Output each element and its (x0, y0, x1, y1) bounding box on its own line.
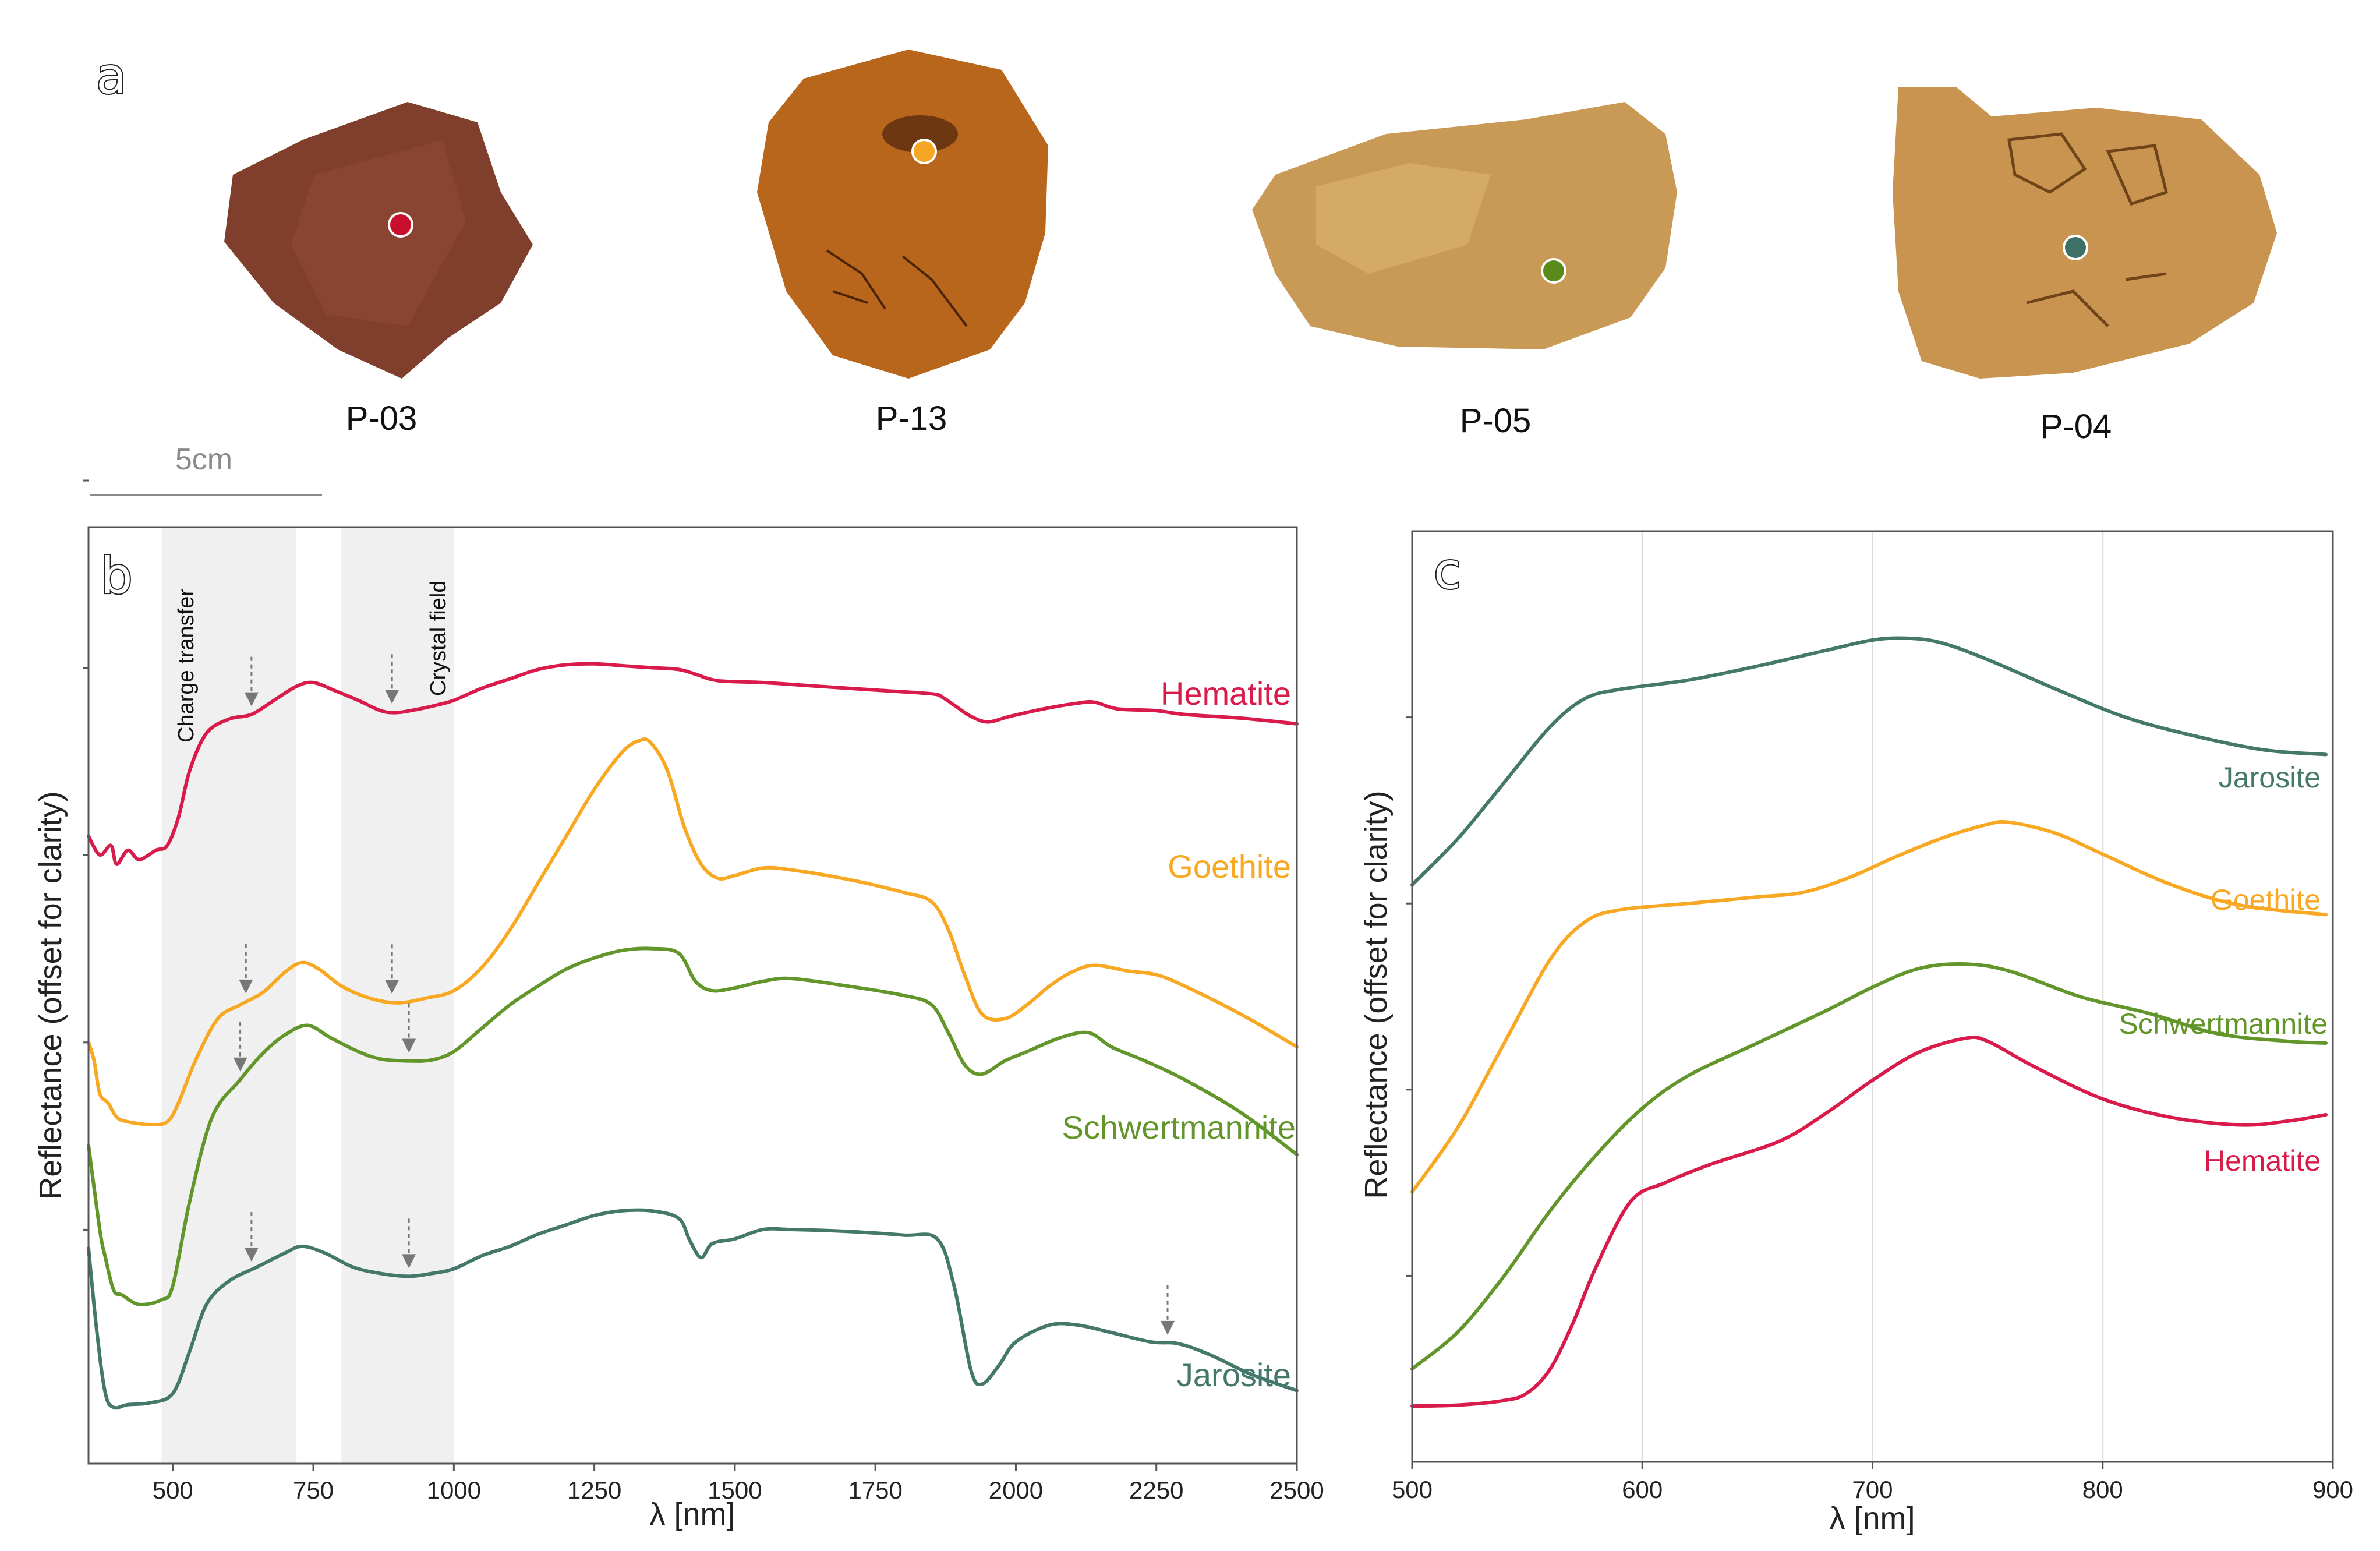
chart-c-xtick-label: 500 (1392, 1476, 1433, 1503)
chart-b-label-goethite: Goethite (1168, 848, 1291, 885)
chart-c-frame (1411, 530, 2334, 1463)
chart-b-arrowhead-hematite (244, 692, 259, 706)
chart-b-arrowhead-schwertmannite (233, 1057, 247, 1072)
chart-b-arrowhead-jarosite (244, 1248, 259, 1262)
chart-b-arrowhead-schwertmannite (402, 1038, 416, 1053)
scale-bar-label: 5cm (175, 443, 232, 476)
panel-c-letter: c (1434, 542, 1461, 600)
sample-p04-marker (2063, 235, 2088, 260)
chart-c-xtick-label: 900 (2312, 1476, 2353, 1503)
chart-b-xtick-label: 1750 (848, 1476, 902, 1504)
chart-b-arrowhead-goethite (239, 979, 253, 994)
chart-b-arrowhead-jarosite (402, 1254, 416, 1269)
sample-p13-rock (757, 50, 1048, 379)
sample-p04-label: P-04 (2040, 408, 2112, 446)
chart-b-xtick-label: 500 (153, 1476, 193, 1504)
chart-c-line-goethite (1410, 819, 2328, 1194)
sample-p03-marker (388, 212, 413, 238)
chart-b-ylabel: Reflectance (offset for clarity) (33, 791, 68, 1199)
chart-b-arrowhead-hematite (385, 690, 399, 704)
chart-c-xtick-label: 800 (2082, 1476, 2123, 1503)
chart-b-xtick-label: 2500 (1269, 1476, 1324, 1504)
chart-b: 500 750 1000 1250 1500 1750 2000 2250 2500 b λ [… (33, 479, 1324, 1532)
chart-c: 500 600 700 800 900 c λ [nm] Reflectance (of… (1359, 530, 2353, 1536)
sample-p13: P-13 (757, 50, 1048, 437)
sample-p05-label: P-05 (1460, 402, 1532, 440)
chart-b-xlabel: λ [nm] (649, 1497, 735, 1532)
chart-c-xtick-label: 600 (1622, 1476, 1663, 1503)
chart-c-line-schwertmannite (1410, 962, 2328, 1371)
chart-c-xtick-label: 700 (1852, 1476, 1893, 1503)
chart-c-ylabel: Reflectance (offset for clarity) (1359, 790, 1394, 1199)
chart-c-label-goethite: Goethite (2211, 884, 2321, 916)
chart-b-xtick-label: 1250 (567, 1476, 621, 1504)
chart-b-frame (87, 526, 1298, 1465)
shaded-band-0 (161, 527, 297, 1464)
panel-a-letter: a (96, 47, 127, 105)
sample-p04-rock (1893, 87, 2277, 379)
chart-b-arrowhead-jarosite (1161, 1320, 1175, 1335)
chart-b-label-schwertmannite: Schwertmannite (1062, 1109, 1296, 1146)
chart-b-label-hematite: Hematite (1161, 675, 1291, 712)
chart-b-xtick-label: 2250 (1129, 1476, 1183, 1504)
chart-b-xtick-label: 1000 (427, 1476, 481, 1504)
chart-c-label-jarosite: Jarosite (2219, 761, 2321, 794)
sample-p13-marker (911, 139, 937, 164)
chart-c-label-schwertmannite: Schwertmannite (2119, 1008, 2328, 1040)
chart-b-arrowhead-goethite (385, 980, 399, 994)
sample-p13-label: P-13 (876, 400, 947, 437)
sample-p05: P-05 (1252, 102, 1677, 440)
chart-b-xtick-label: 1500 (708, 1476, 762, 1504)
chart-c-line-jarosite (1410, 636, 2328, 887)
chart-c-label-hematite: Hematite (2204, 1144, 2321, 1177)
chart-b-xtick-label: 750 (293, 1476, 334, 1504)
chart-c-xlabel: λ [nm] (1829, 1501, 1915, 1536)
sample-p03-label: P-03 (346, 400, 418, 437)
chart-b-line-schwertmannite (87, 946, 1299, 1306)
chart-b-label-jarosite: Jarosite (1177, 1356, 1291, 1393)
sample-p04: P-04 (1893, 87, 2277, 446)
chart-b-line-jarosite (87, 1208, 1299, 1410)
panel-b-letter: b (101, 547, 133, 605)
band-label-crystal-field: Crystal field (426, 581, 451, 697)
chart-b-line-hematite (87, 662, 1299, 866)
sample-p03: P-03 (224, 102, 533, 437)
chart-b-xtick-label: 2000 (989, 1476, 1043, 1504)
chart-c-line-hematite (1410, 1035, 2328, 1408)
chart-b-line-goethite (87, 737, 1299, 1127)
sample-p05-marker (1541, 258, 1566, 284)
band-label-charge-transfer: Charge transfer (174, 589, 199, 743)
